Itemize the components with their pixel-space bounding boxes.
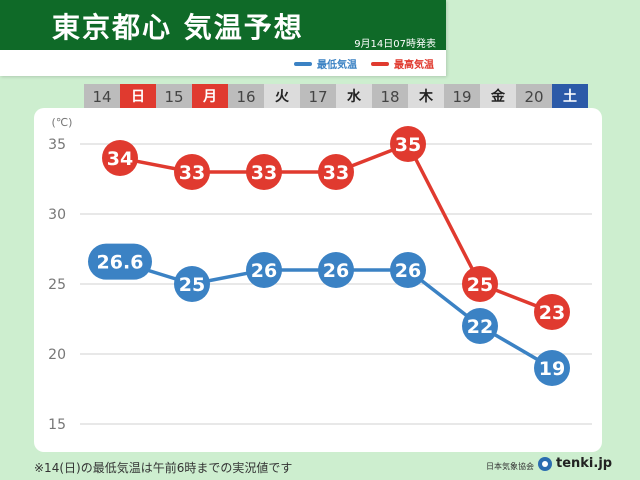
data-label: 26 [323,260,349,282]
tenki-logo-icon [538,456,552,471]
day-date: 17 [300,84,336,110]
day-15: 15 月 [156,84,228,110]
day-14: 14 日 [84,84,156,110]
data-label: 23 [539,302,565,324]
title-bar: 東京都心 気温予想 9月14日07時発表 [0,0,446,50]
data-point-marker [246,154,282,190]
data-point-marker [318,252,354,288]
brand: tenki.jp [538,456,612,471]
day-weekday: 金 [480,84,516,110]
legend-high: 最高気温 [371,56,434,71]
footnote: ※14(日)の最低気温は午前6時までの実況値です [34,461,293,475]
day-17: 17 水 [300,84,372,110]
y-tick-label: 30 [48,207,66,223]
data-label: 33 [179,162,205,184]
data-point-marker [318,154,354,190]
data-point-marker [88,243,152,280]
y-axis-label: (℃) [52,116,73,129]
day-weekday: 火 [264,84,300,110]
brand-text: tenki.jp [556,456,613,471]
legend-low: 最低気温 [294,56,357,71]
day-weekday: 土 [552,84,588,110]
temperature-chart: 15 20 25 30 35 (℃) 34 33 33 33 35 25 23 26.6 25 26 26 26 2… [48,116,592,433]
day-18: 18 木 [372,84,444,110]
y-tick-label: 35 [48,137,66,153]
issued-time: 9月14日07時発表 [354,39,436,50]
legend-low-label: 最低気温 [317,60,357,71]
data-label: 25 [179,274,205,296]
day-date: 15 [156,84,192,110]
legend: 最低気温 最高気温 [294,56,434,71]
y-tick-label: 20 [48,347,66,363]
day-weekday: 木 [408,84,444,110]
day-weekday: 水 [336,84,372,110]
data-label: 26 [251,260,277,282]
data-point-marker [174,154,210,190]
data-label: 34 [107,148,133,170]
day-20: 20 土 [516,84,588,110]
title-card: 東京都心 気温予想 9月14日07時発表 最低気温 最高気温 [0,0,446,76]
data-point-marker [174,266,210,302]
day-date: 20 [516,84,552,110]
data-label: 26.6 [97,252,144,274]
data-point-marker [534,350,570,386]
data-label: 25 [467,274,493,296]
data-point-marker [390,252,426,288]
day-19: 19 金 [444,84,516,110]
day-weekday: 日 [120,84,156,110]
day-date: 19 [444,84,480,110]
day-header-row: 14 日 15 月 16 火 17 水 18 木 19 金 20 土 [84,84,588,110]
data-point-marker [462,308,498,344]
day-date: 18 [372,84,408,110]
legend-high-label: 最高気温 [394,60,434,71]
data-label: 26 [395,260,421,282]
legend-high-swatch [371,61,389,66]
data-label: 33 [251,162,277,184]
day-16: 16 火 [228,84,300,110]
data-point-marker [390,126,426,162]
y-tick-label: 25 [48,277,66,293]
day-weekday: 月 [192,84,228,110]
data-label: 35 [395,134,421,156]
source-credit: 日本気象協会 [486,462,534,471]
data-point-marker [246,252,282,288]
data-point-marker [462,266,498,302]
chart-panel: 15 20 25 30 35 (℃) 34 33 33 33 35 25 23 26.6 25 26 26 26 2… [34,108,602,452]
day-date: 16 [228,84,264,110]
data-label: 22 [467,316,493,338]
data-label: 19 [539,358,565,380]
page-title: 東京都心 気温予想 [52,11,304,44]
data-label: 33 [323,162,349,184]
legend-low-swatch [294,61,312,66]
data-point-marker [102,140,138,176]
day-date: 14 [84,84,120,110]
y-tick-label: 15 [48,417,66,433]
data-point-marker [534,294,570,330]
